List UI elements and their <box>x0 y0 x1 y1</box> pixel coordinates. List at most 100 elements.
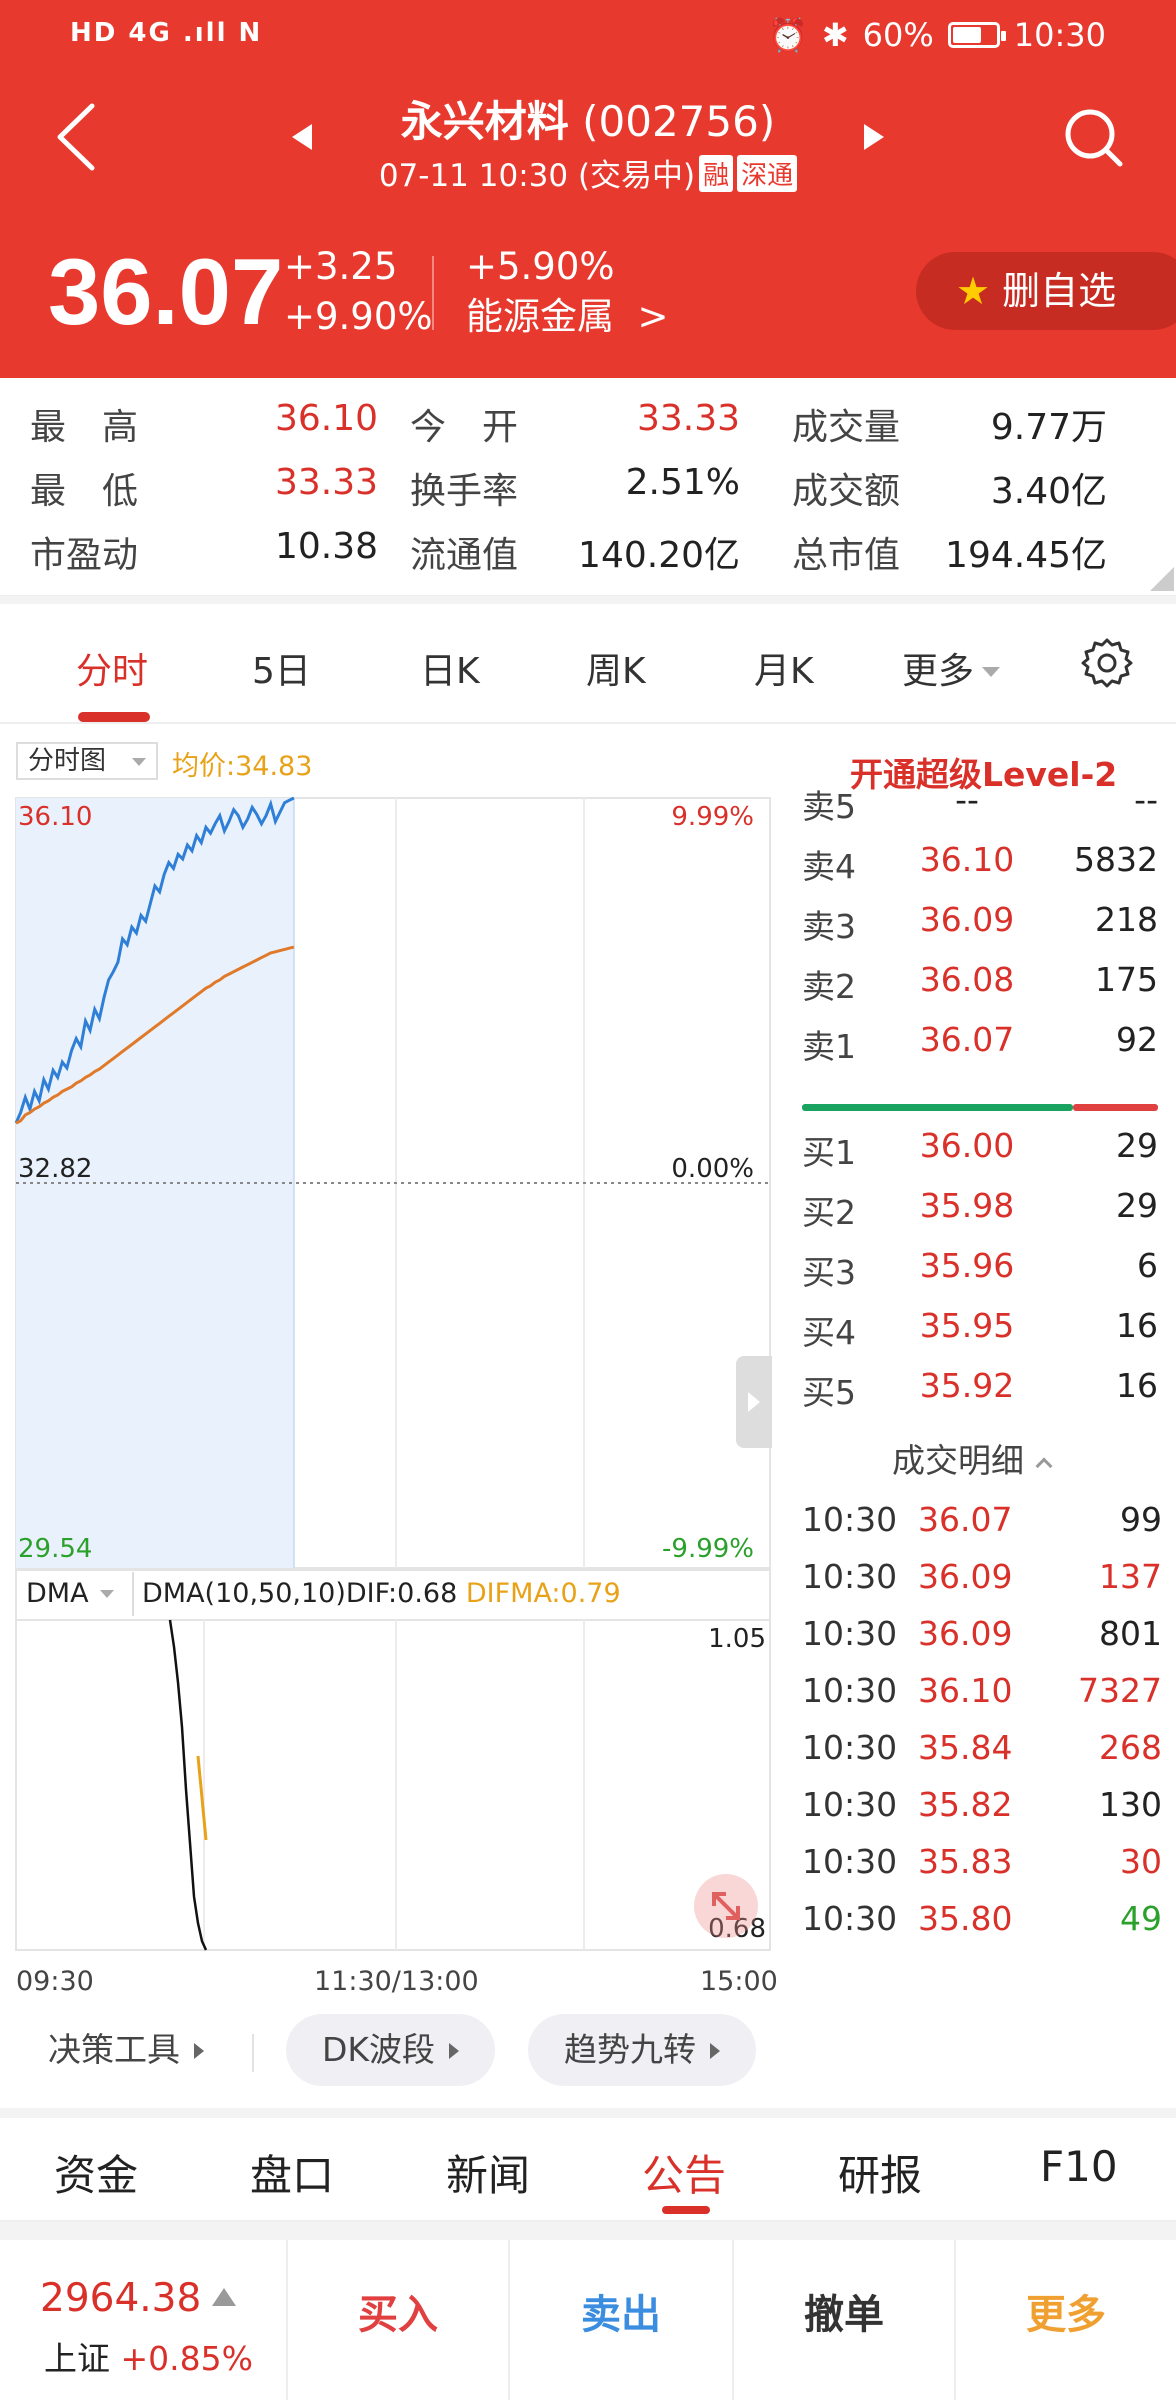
stat-low: 最 低 33.33 <box>30 462 378 514</box>
pct-mid-label: 0.00% <box>671 1154 754 1184</box>
bid-price: 35.92 <box>919 1366 1015 1405</box>
trade-volume: 99 <box>1120 1500 1162 1539</box>
bid-row[interactable]: 买4 35.95 16 <box>802 1306 1158 1366</box>
tab-news[interactable]: 新闻 <box>446 2151 531 2200</box>
stock-title: 永兴材料 (002756) <box>0 88 1176 149</box>
dk-band-button[interactable]: DK波段 <box>286 2014 496 2086</box>
stat-value: 140.20亿 <box>578 535 741 576</box>
star-icon: ★ <box>956 269 991 313</box>
y-high-label: 36.10 <box>18 802 93 832</box>
indicator-values: DMA(10,50,10)DIF:0.68 DIFMA:0.79 <box>142 1570 621 1618</box>
ask-row[interactable]: 卖4 36.10 5832 <box>802 840 1158 900</box>
tab-more[interactable]: 更多 <box>902 642 1001 694</box>
chart-mode-label: 分时图 <box>28 746 107 776</box>
battery-icon <box>947 22 1006 48</box>
chart-mode-selector[interactable]: 分时图 <box>16 742 158 780</box>
stat-label: 流通值 <box>410 535 519 576</box>
ask-row[interactable]: 卖5 -- -- <box>802 780 1158 840</box>
last-price: 36.07 <box>48 239 284 344</box>
trade-price: 36.09 <box>918 1614 1013 1653</box>
search-icon[interactable] <box>1062 106 1126 170</box>
expand-corner-icon[interactable] <box>1150 567 1174 591</box>
intraday-chart[interactable] <box>0 726 780 1996</box>
tool-label: DK波段 <box>322 2030 436 2069</box>
trade-volume: 268 <box>1099 1728 1162 1767</box>
stock-code: (002756) <box>582 97 776 146</box>
panel-toggle-handle[interactable] <box>736 1356 772 1448</box>
more-button[interactable]: 更多 <box>954 2240 1176 2400</box>
indicator-label: DMA <box>26 1578 89 1609</box>
index-change: +0.85% <box>120 2339 253 2378</box>
trade-price: 35.82 <box>918 1785 1013 1824</box>
stock-subtitle: 07-11 10:30 (交易中) 融深通 <box>0 150 1176 195</box>
trade-details-toggle[interactable]: 成交明细 <box>892 1434 1053 1482</box>
stat-open: 今 开 33.33 <box>410 398 740 450</box>
indicator-selector[interactable]: DMA <box>16 1572 134 1616</box>
tab-weekly-k[interactable]: 周K <box>586 651 646 692</box>
ask-volume: 175 <box>1095 960 1158 999</box>
pct-high-label: 9.99% <box>671 802 754 832</box>
tab-daily-k[interactable]: 日K <box>420 651 480 692</box>
bid-label: 买2 <box>802 1193 856 1232</box>
prev-stock-arrow-icon[interactable] <box>292 124 312 150</box>
section-gap <box>0 2222 1176 2240</box>
ask-price: 36.10 <box>919 840 1015 879</box>
dropdown-icon <box>100 1590 114 1598</box>
bid-row[interactable]: 买3 35.96 6 <box>802 1246 1158 1306</box>
sector-name: 能源金属 <box>466 295 614 338</box>
gear-icon[interactable] <box>1080 636 1134 690</box>
tab-capital-flow[interactable]: 资金 <box>54 2151 139 2200</box>
ask-row[interactable]: 卖1 36.07 92 <box>802 1020 1158 1080</box>
bid-volume: 29 <box>1116 1186 1158 1225</box>
trade-price: 35.84 <box>918 1728 1013 1767</box>
bid-price: 35.98 <box>919 1186 1015 1225</box>
tab-order-book[interactable]: 盘口 <box>250 2151 335 2200</box>
shenzhen-connect-tag: 深通 <box>737 155 798 192</box>
tab-research[interactable]: 研报 <box>838 2151 923 2200</box>
ask-label: 卖1 <box>802 1027 856 1066</box>
cancel-order-button[interactable]: 撤单 <box>732 2240 954 2400</box>
status-right: ⏰ ✱ 60% 10:30 <box>768 16 1106 54</box>
stock-name: 永兴材料 <box>400 97 569 146</box>
tab-5day[interactable]: 5日 <box>252 651 311 692</box>
trade-time: 10:30 <box>802 1842 898 1881</box>
level2-upsell-link[interactable]: 开通超级Level-2 <box>850 755 1118 794</box>
trade-volume: 130 <box>1099 1785 1162 1824</box>
pct-low-label: -9.99% <box>662 1534 754 1564</box>
bid-row[interactable]: 买2 35.98 29 <box>802 1186 1158 1246</box>
sell-strength-bar <box>1073 1104 1158 1111</box>
next-stock-arrow-icon[interactable] <box>864 124 884 150</box>
trade-volume: 30 <box>1120 1842 1162 1881</box>
trend-nine-button[interactable]: 趋势九转 <box>528 2014 756 2086</box>
stat-value: 3.40亿 <box>990 471 1108 512</box>
bluetooth-icon: ✱ <box>821 16 849 54</box>
fullscreen-button[interactable] <box>694 1874 758 1938</box>
ask-row[interactable]: 卖2 36.08 175 <box>802 960 1158 1020</box>
trade-price: 35.83 <box>918 1842 1013 1881</box>
tab-intraday[interactable]: 分时 <box>76 651 149 692</box>
avg-price-label: 均价:34.83 <box>172 751 313 782</box>
remove-watchlist-button[interactable]: ★ 删自选 <box>916 252 1176 330</box>
chart-section: 分时图 均价:34.83 36.10 9.99% 32.82 0.00% 29.… <box>0 726 1176 1997</box>
sector-link[interactable]: +5.90% 能源金属 > <box>466 242 669 342</box>
ask-row[interactable]: 卖3 36.09 218 <box>802 900 1158 960</box>
bid-label: 买3 <box>802 1253 856 1292</box>
bid-row[interactable]: 买5 35.92 16 <box>802 1366 1158 1426</box>
sell-button[interactable]: 卖出 <box>508 2240 732 2400</box>
tab-monthly-k[interactable]: 月K <box>754 651 814 692</box>
bid-row[interactable]: 买1 36.00 29 <box>802 1126 1158 1186</box>
stat-label: 成交量 <box>792 407 901 448</box>
stat-label: 换手率 <box>410 471 519 512</box>
tab-announcements[interactable]: 公告 <box>642 2151 727 2200</box>
stat-value: 10.38 <box>274 526 379 567</box>
back-arrow-icon[interactable] <box>52 100 102 174</box>
dma-high-label: 1.05 <box>708 1624 766 1654</box>
decision-tools-button[interactable]: 决策工具 <box>48 2014 204 2086</box>
trade-details-label: 成交明细 <box>892 1441 1024 1480</box>
ask-volume: 5832 <box>1074 840 1158 879</box>
sector-change: +5.90% <box>466 245 615 288</box>
bid-volume: 6 <box>1137 1246 1158 1285</box>
buy-button[interactable]: 买入 <box>286 2240 508 2400</box>
stat-value: 9.77万 <box>990 407 1108 448</box>
tab-f10[interactable]: F10 <box>1040 2142 1118 2191</box>
